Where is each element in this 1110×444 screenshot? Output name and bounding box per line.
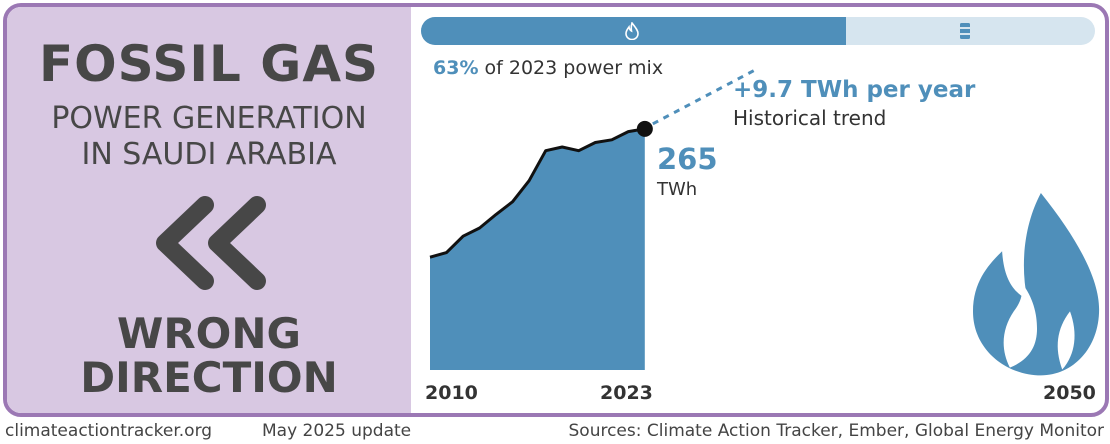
gas-generation-chart bbox=[429, 69, 1100, 376]
x-tick-label-start: 2010 bbox=[425, 382, 478, 404]
power-mix-bar-fill bbox=[421, 17, 846, 45]
flame-icon bbox=[625, 22, 639, 40]
current-unit: TWh bbox=[657, 179, 698, 200]
double-chevron-left-icon bbox=[156, 196, 266, 290]
status-label-line-2: DIRECTION bbox=[80, 353, 338, 402]
power-mix-percent: 63% bbox=[433, 57, 479, 79]
trend-label: Historical trend bbox=[733, 106, 887, 130]
barrel-icon bbox=[959, 23, 971, 39]
page-title: FOSSIL GAS bbox=[38, 35, 380, 93]
left-panel: FOSSIL GAS POWER GENERATION IN SAUDI ARA… bbox=[7, 7, 411, 413]
flame-icon bbox=[973, 193, 1100, 376]
generation-area bbox=[430, 128, 645, 370]
power-mix-bar bbox=[421, 17, 1095, 45]
infographic-card: FOSSIL GAS POWER GENERATION IN SAUDI ARA… bbox=[3, 3, 1109, 417]
subtitle-line-1: POWER GENERATION bbox=[51, 101, 367, 136]
status-label-line-1: WRONG bbox=[117, 309, 301, 358]
subtitle-line-2: IN SAUDI ARABIA bbox=[81, 137, 337, 172]
footer-sources: Sources: Climate Action Tracker, Ember, … bbox=[568, 421, 1105, 441]
current-value-marker bbox=[636, 120, 653, 137]
x-tick-label-current: 2023 bbox=[600, 382, 653, 404]
power-mix-caption-text: of 2023 power mix bbox=[484, 57, 664, 79]
x-tick-label-end: 2050 bbox=[1043, 382, 1096, 404]
footer-site: climateactiontracker.org bbox=[5, 421, 213, 441]
power-mix-caption: 63% of 2023 power mix bbox=[433, 57, 663, 79]
footer-update: May 2025 update bbox=[262, 421, 412, 441]
trend-value: +9.7 TWh per year bbox=[733, 77, 976, 103]
chart-panel: 63% of 2023 power mix +9.7 TWh per year … bbox=[411, 7, 1105, 413]
generation-line bbox=[429, 127, 646, 259]
current-value: 265 bbox=[657, 142, 718, 176]
